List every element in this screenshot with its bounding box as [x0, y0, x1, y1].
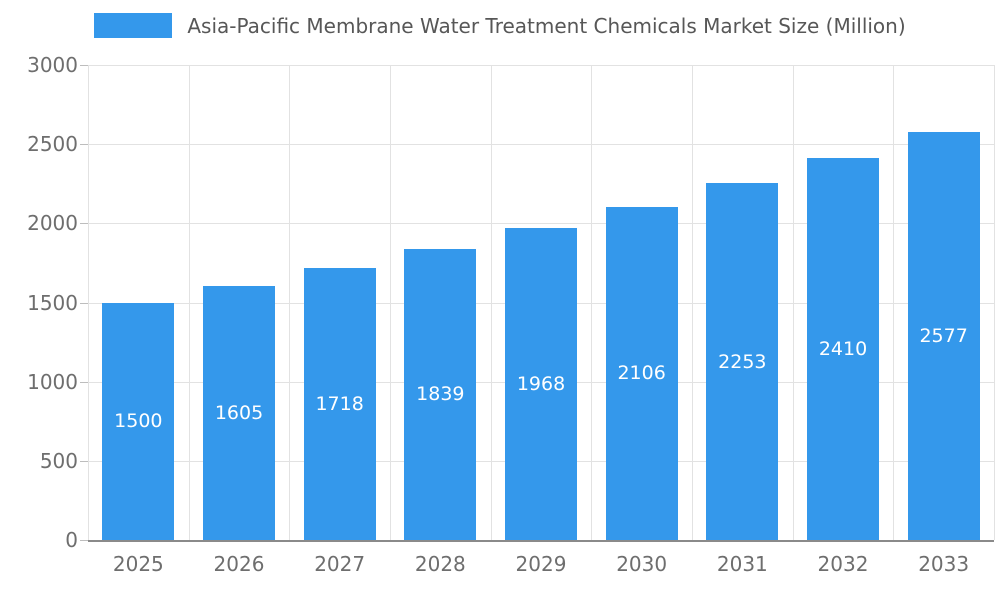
- y-tick-mark: [80, 65, 88, 66]
- y-tick-label: 1500: [27, 290, 78, 315]
- y-tick-mark: [80, 381, 88, 383]
- x-tick-label: 2027: [314, 552, 366, 576]
- bar-2030: [605, 206, 678, 540]
- x-tick-label: 2028: [414, 552, 466, 576]
- bar-value-label: 1605: [214, 401, 264, 424]
- bar-2027: [303, 267, 376, 540]
- bar-2026: [203, 285, 275, 540]
- bar-2025: [102, 302, 175, 540]
- x-tick-label: 2026: [213, 552, 265, 576]
- y-tick-label: 500: [39, 448, 78, 473]
- gridline-horizontal: [88, 144, 994, 146]
- bar-2028: [404, 248, 477, 540]
- chart-legend[interactable]: Asia-Pacific Membrane Water Treatment Ch…: [0, 13, 1000, 38]
- y-tick-mark: [80, 540, 88, 541]
- y-tick-mark: [80, 460, 88, 462]
- x-tick-label: 2029: [515, 552, 567, 576]
- y-tick-label: 2500: [27, 132, 78, 157]
- gridline-horizontal: [88, 65, 994, 66]
- plot-area: 1500 1605 1718 1839 1968 2106 2253 2410 2577: [88, 65, 995, 542]
- y-tick-label: 1000: [27, 369, 78, 394]
- bar-value-label: 2253: [718, 350, 767, 373]
- bar-value-label: 2106: [617, 362, 666, 385]
- y-tick-label: 2000: [27, 211, 78, 236]
- bar-value-label: 2577: [919, 324, 968, 347]
- bar-value-label: 1968: [516, 373, 566, 396]
- bar-value-label: 1839: [416, 383, 465, 406]
- gridline-vertical: [994, 65, 995, 540]
- x-tick-label: 2030: [616, 552, 668, 576]
- y-tick-label: 0: [65, 528, 78, 552]
- chart-title: Asia-Pacific Membrane Water Treatment Ch…: [187, 13, 906, 38]
- bar-value-label: 1718: [315, 392, 364, 415]
- legend-swatch[interactable]: [94, 13, 173, 38]
- bar-2033: [907, 131, 980, 540]
- bar-2032: [807, 158, 879, 540]
- y-tick-mark: [80, 144, 88, 146]
- x-tick-label: 2032: [817, 552, 869, 576]
- bar-value-label: 2410: [818, 338, 868, 361]
- y-tick-mark: [80, 223, 88, 225]
- x-tick-label: 2033: [918, 552, 970, 576]
- gridline-horizontal: [88, 223, 994, 225]
- x-tick-label: 2031: [716, 552, 768, 576]
- x-tick-label: 2025: [112, 552, 164, 576]
- bar-2031: [706, 183, 779, 540]
- y-tick-mark: [80, 302, 88, 304]
- bar-2029: [505, 228, 577, 540]
- bar-value-label: 1500: [114, 410, 163, 433]
- y-tick-label: 3000: [27, 53, 78, 77]
